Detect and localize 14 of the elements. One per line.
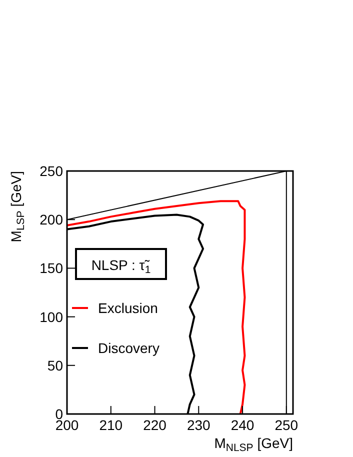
x-tick-label: 220 xyxy=(143,417,167,433)
x-axis-title: M$_{NLSP}$ [GeV] xyxy=(214,435,293,454)
y-tick-label: 150 xyxy=(40,260,64,276)
x-tick-label: 230 xyxy=(186,417,211,433)
x-tick-label: 210 xyxy=(99,417,123,433)
y-tick-label: 250 xyxy=(40,163,64,179)
x-tick-label: 240 xyxy=(230,417,254,433)
y-tick-label: 50 xyxy=(47,357,64,374)
x-tick-label: 250 xyxy=(274,417,298,433)
legend-label: Exclusion xyxy=(98,300,158,316)
annotation: NLSP : τ̃$_{1}$ xyxy=(91,257,151,276)
legend-label: Discovery xyxy=(98,340,160,356)
y-tick-label: 100 xyxy=(40,308,64,325)
y-tick-label: 200 xyxy=(40,212,64,228)
